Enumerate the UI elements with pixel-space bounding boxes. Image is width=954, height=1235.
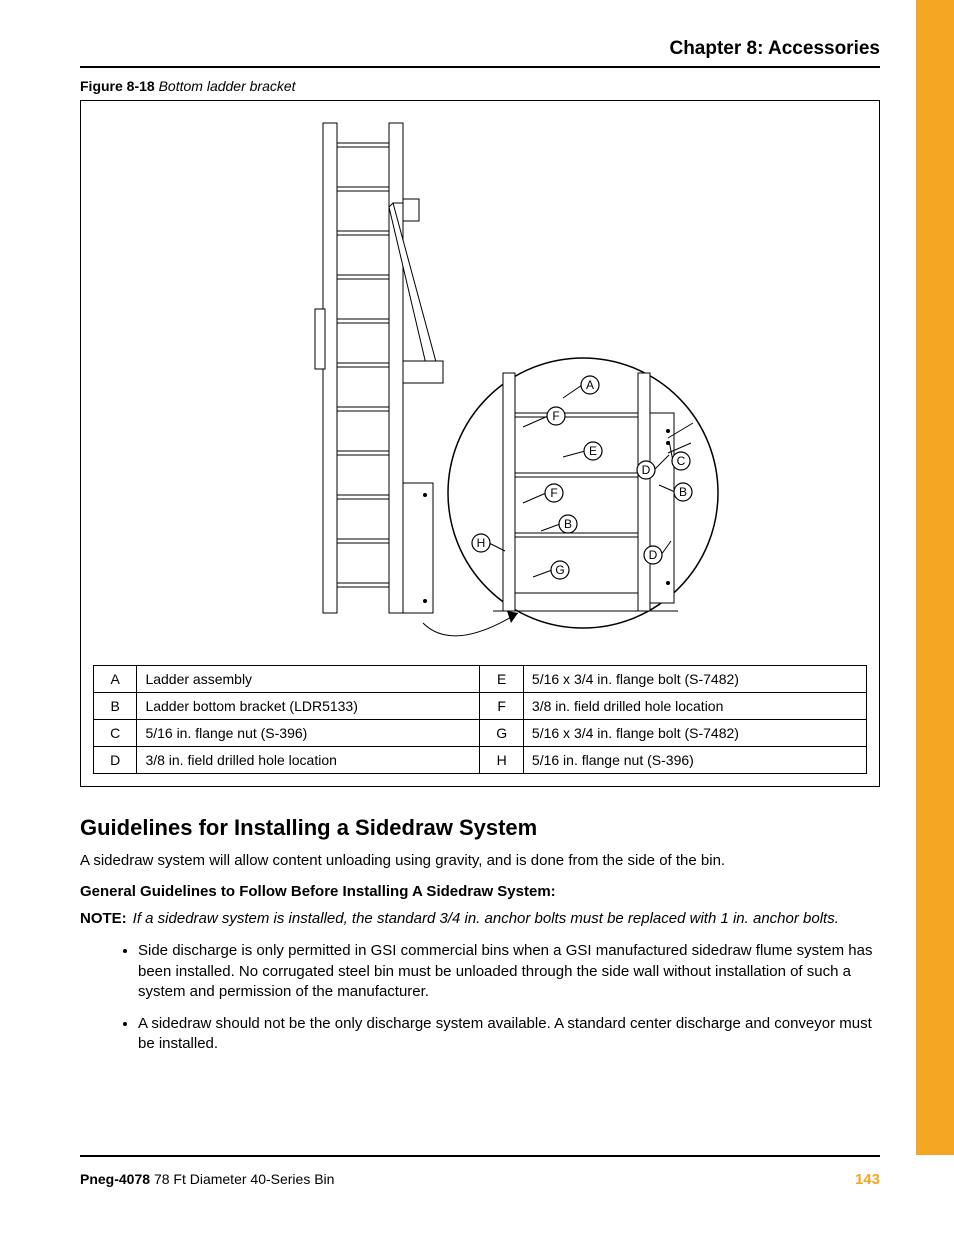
section-heading: Guidelines for Installing a Sidedraw Sys… xyxy=(80,815,880,841)
footer-left: Pneg-4078 78 Ft Diameter 40-Series Bin xyxy=(80,1171,334,1187)
detail-arrow xyxy=(423,611,518,636)
part-desc: Ladder assembly xyxy=(137,666,480,693)
part-desc: 3/8 in. field drilled hole location xyxy=(137,747,480,774)
table-row: A Ladder assembly E 5/16 x 3/4 in. flang… xyxy=(94,666,867,693)
part-key: C xyxy=(94,720,137,747)
part-key: D xyxy=(94,747,137,774)
part-desc: 5/16 in. flange nut (S-396) xyxy=(523,747,866,774)
footer: Pneg-4078 78 Ft Diameter 40-Series Bin 1… xyxy=(80,1155,880,1188)
content-area: Chapter 8: Accessories Figure 8-18 Botto… xyxy=(80,38,880,1067)
part-key: H xyxy=(480,747,523,774)
svg-text:F: F xyxy=(552,409,559,423)
svg-text:B: B xyxy=(564,517,572,531)
svg-text:H: H xyxy=(477,536,486,550)
accent-bar xyxy=(916,0,954,1155)
diagram-svg: A F E D C B F B D G H xyxy=(93,113,869,653)
bullet-list: Side discharge is only permitted in GSI … xyxy=(80,941,880,1054)
part-key: A xyxy=(94,666,137,693)
svg-text:G: G xyxy=(555,563,564,577)
ladder-main xyxy=(315,123,443,613)
list-item: Side discharge is only permitted in GSI … xyxy=(138,941,880,1002)
header-rule xyxy=(80,66,880,68)
diagram: A F E D C B F B D G H xyxy=(93,113,869,653)
note-label: NOTE: xyxy=(80,910,127,927)
svg-text:E: E xyxy=(589,444,597,458)
page: Chapter 8: Accessories Figure 8-18 Botto… xyxy=(0,0,954,1235)
svg-text:F: F xyxy=(550,486,557,500)
part-desc: 5/16 in. flange nut (S-396) xyxy=(137,720,480,747)
note-text: If a sidedraw system is installed, the s… xyxy=(133,910,839,927)
doc-id: Pneg-4078 xyxy=(80,1171,150,1187)
svg-text:C: C xyxy=(677,454,686,468)
chapter-title: Chapter 8: Accessories xyxy=(80,38,880,60)
section-subheading: General Guidelines to Follow Before Inst… xyxy=(80,883,880,900)
doc-title: 78 Ft Diameter 40-Series Bin xyxy=(154,1171,335,1187)
parts-table: A Ladder assembly E 5/16 x 3/4 in. flang… xyxy=(93,665,867,774)
part-key: B xyxy=(94,693,137,720)
footer-row: Pneg-4078 78 Ft Diameter 40-Series Bin 1… xyxy=(80,1171,880,1188)
page-number: 143 xyxy=(855,1171,880,1188)
list-item: A sidedraw should not be the only discha… xyxy=(138,1014,880,1055)
part-desc: Ladder bottom bracket (LDR5133) xyxy=(137,693,480,720)
figure-box: A F E D C B F B D G H A xyxy=(80,100,880,787)
footer-rule xyxy=(80,1155,880,1157)
section-intro: A sidedraw system will allow content unl… xyxy=(80,851,880,871)
svg-text:A: A xyxy=(586,378,594,392)
note: NOTE: If a sidedraw system is installed,… xyxy=(80,910,880,927)
figure-caption: Figure 8-18 Bottom ladder bracket xyxy=(80,78,880,94)
table-row: C 5/16 in. flange nut (S-396) G 5/16 x 3… xyxy=(94,720,867,747)
figure-title: Bottom ladder bracket xyxy=(159,78,296,94)
part-key: E xyxy=(480,666,523,693)
part-desc: 5/16 x 3/4 in. flange bolt (S-7482) xyxy=(523,720,866,747)
part-desc: 3/8 in. field drilled hole location xyxy=(523,693,866,720)
svg-text:D: D xyxy=(642,463,651,477)
svg-text:D: D xyxy=(649,548,658,562)
figure-number: Figure 8-18 xyxy=(80,78,155,94)
svg-text:B: B xyxy=(679,485,687,499)
part-desc: 5/16 x 3/4 in. flange bolt (S-7482) xyxy=(523,666,866,693)
table-row: B Ladder bottom bracket (LDR5133) F 3/8 … xyxy=(94,693,867,720)
part-key: F xyxy=(480,693,523,720)
table-row: D 3/8 in. field drilled hole location H … xyxy=(94,747,867,774)
part-key: G xyxy=(480,720,523,747)
